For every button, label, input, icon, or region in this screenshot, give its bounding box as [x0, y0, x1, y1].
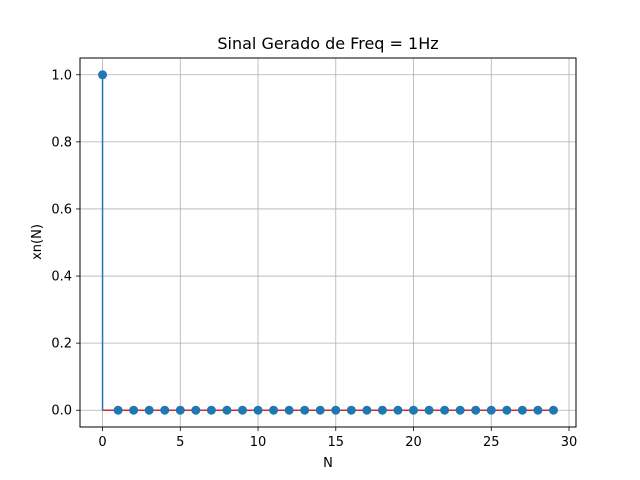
stem-marker — [144, 405, 154, 415]
stem-marker — [129, 405, 139, 415]
y-tick-label: 1.0 — [51, 68, 72, 83]
plot-frame — [79, 57, 577, 428]
stem-marker — [409, 405, 419, 415]
stem-marker — [377, 405, 387, 415]
stem-marker — [517, 405, 527, 415]
stem-marker — [113, 405, 123, 415]
chart-title: Sinal Gerado de Freq = 1Hz — [217, 34, 438, 53]
stem-marker — [471, 405, 481, 415]
stem-marker — [98, 70, 108, 80]
stem-marker — [502, 405, 512, 415]
y-axis-label: xn(N) — [30, 224, 45, 260]
x-tick-label: 25 — [483, 435, 500, 450]
x-tick-label: 10 — [250, 435, 267, 450]
y-tick-label: 0.6 — [51, 202, 72, 217]
y-tick-label: 0.0 — [51, 404, 72, 419]
stem-marker — [424, 405, 434, 415]
stem-marker — [315, 405, 325, 415]
x-tick-label: 5 — [176, 435, 184, 450]
stem-markers — [98, 70, 558, 415]
stem-marker — [160, 405, 170, 415]
y-axis-ticks: 0.0 0.2 0.4 0.6 0.8 1.0 — [51, 68, 80, 419]
stem-marker — [237, 405, 247, 415]
stem-marker — [440, 405, 450, 415]
stem-marker — [222, 405, 232, 415]
x-tick-label: 20 — [405, 435, 422, 450]
stem-marker — [191, 405, 201, 415]
stem-marker — [300, 405, 310, 415]
stem-marker — [284, 405, 294, 415]
x-tick-label: 30 — [561, 435, 578, 450]
x-tick-label: 15 — [328, 435, 345, 450]
stem-marker — [253, 405, 263, 415]
x-axis-label: N — [323, 456, 333, 471]
y-tick-label: 0.8 — [51, 135, 72, 150]
x-tick-label: 0 — [98, 435, 106, 450]
stem-marker — [393, 405, 403, 415]
stem-marker — [269, 405, 279, 415]
x-axis-ticks: 0 5 10 15 20 25 30 — [98, 427, 577, 450]
stem-marker — [533, 405, 543, 415]
stem-marker — [548, 405, 558, 415]
stem-marker — [346, 405, 356, 415]
stem-lines — [101, 74, 104, 411]
stem-marker — [362, 405, 372, 415]
stem-marker — [455, 405, 465, 415]
y-tick-label: 0.2 — [51, 337, 72, 352]
stem-marker — [486, 405, 496, 415]
y-tick-label: 0.4 — [51, 270, 72, 285]
stem-marker — [331, 405, 341, 415]
stem-marker — [206, 405, 216, 415]
stem-marker — [175, 405, 185, 415]
